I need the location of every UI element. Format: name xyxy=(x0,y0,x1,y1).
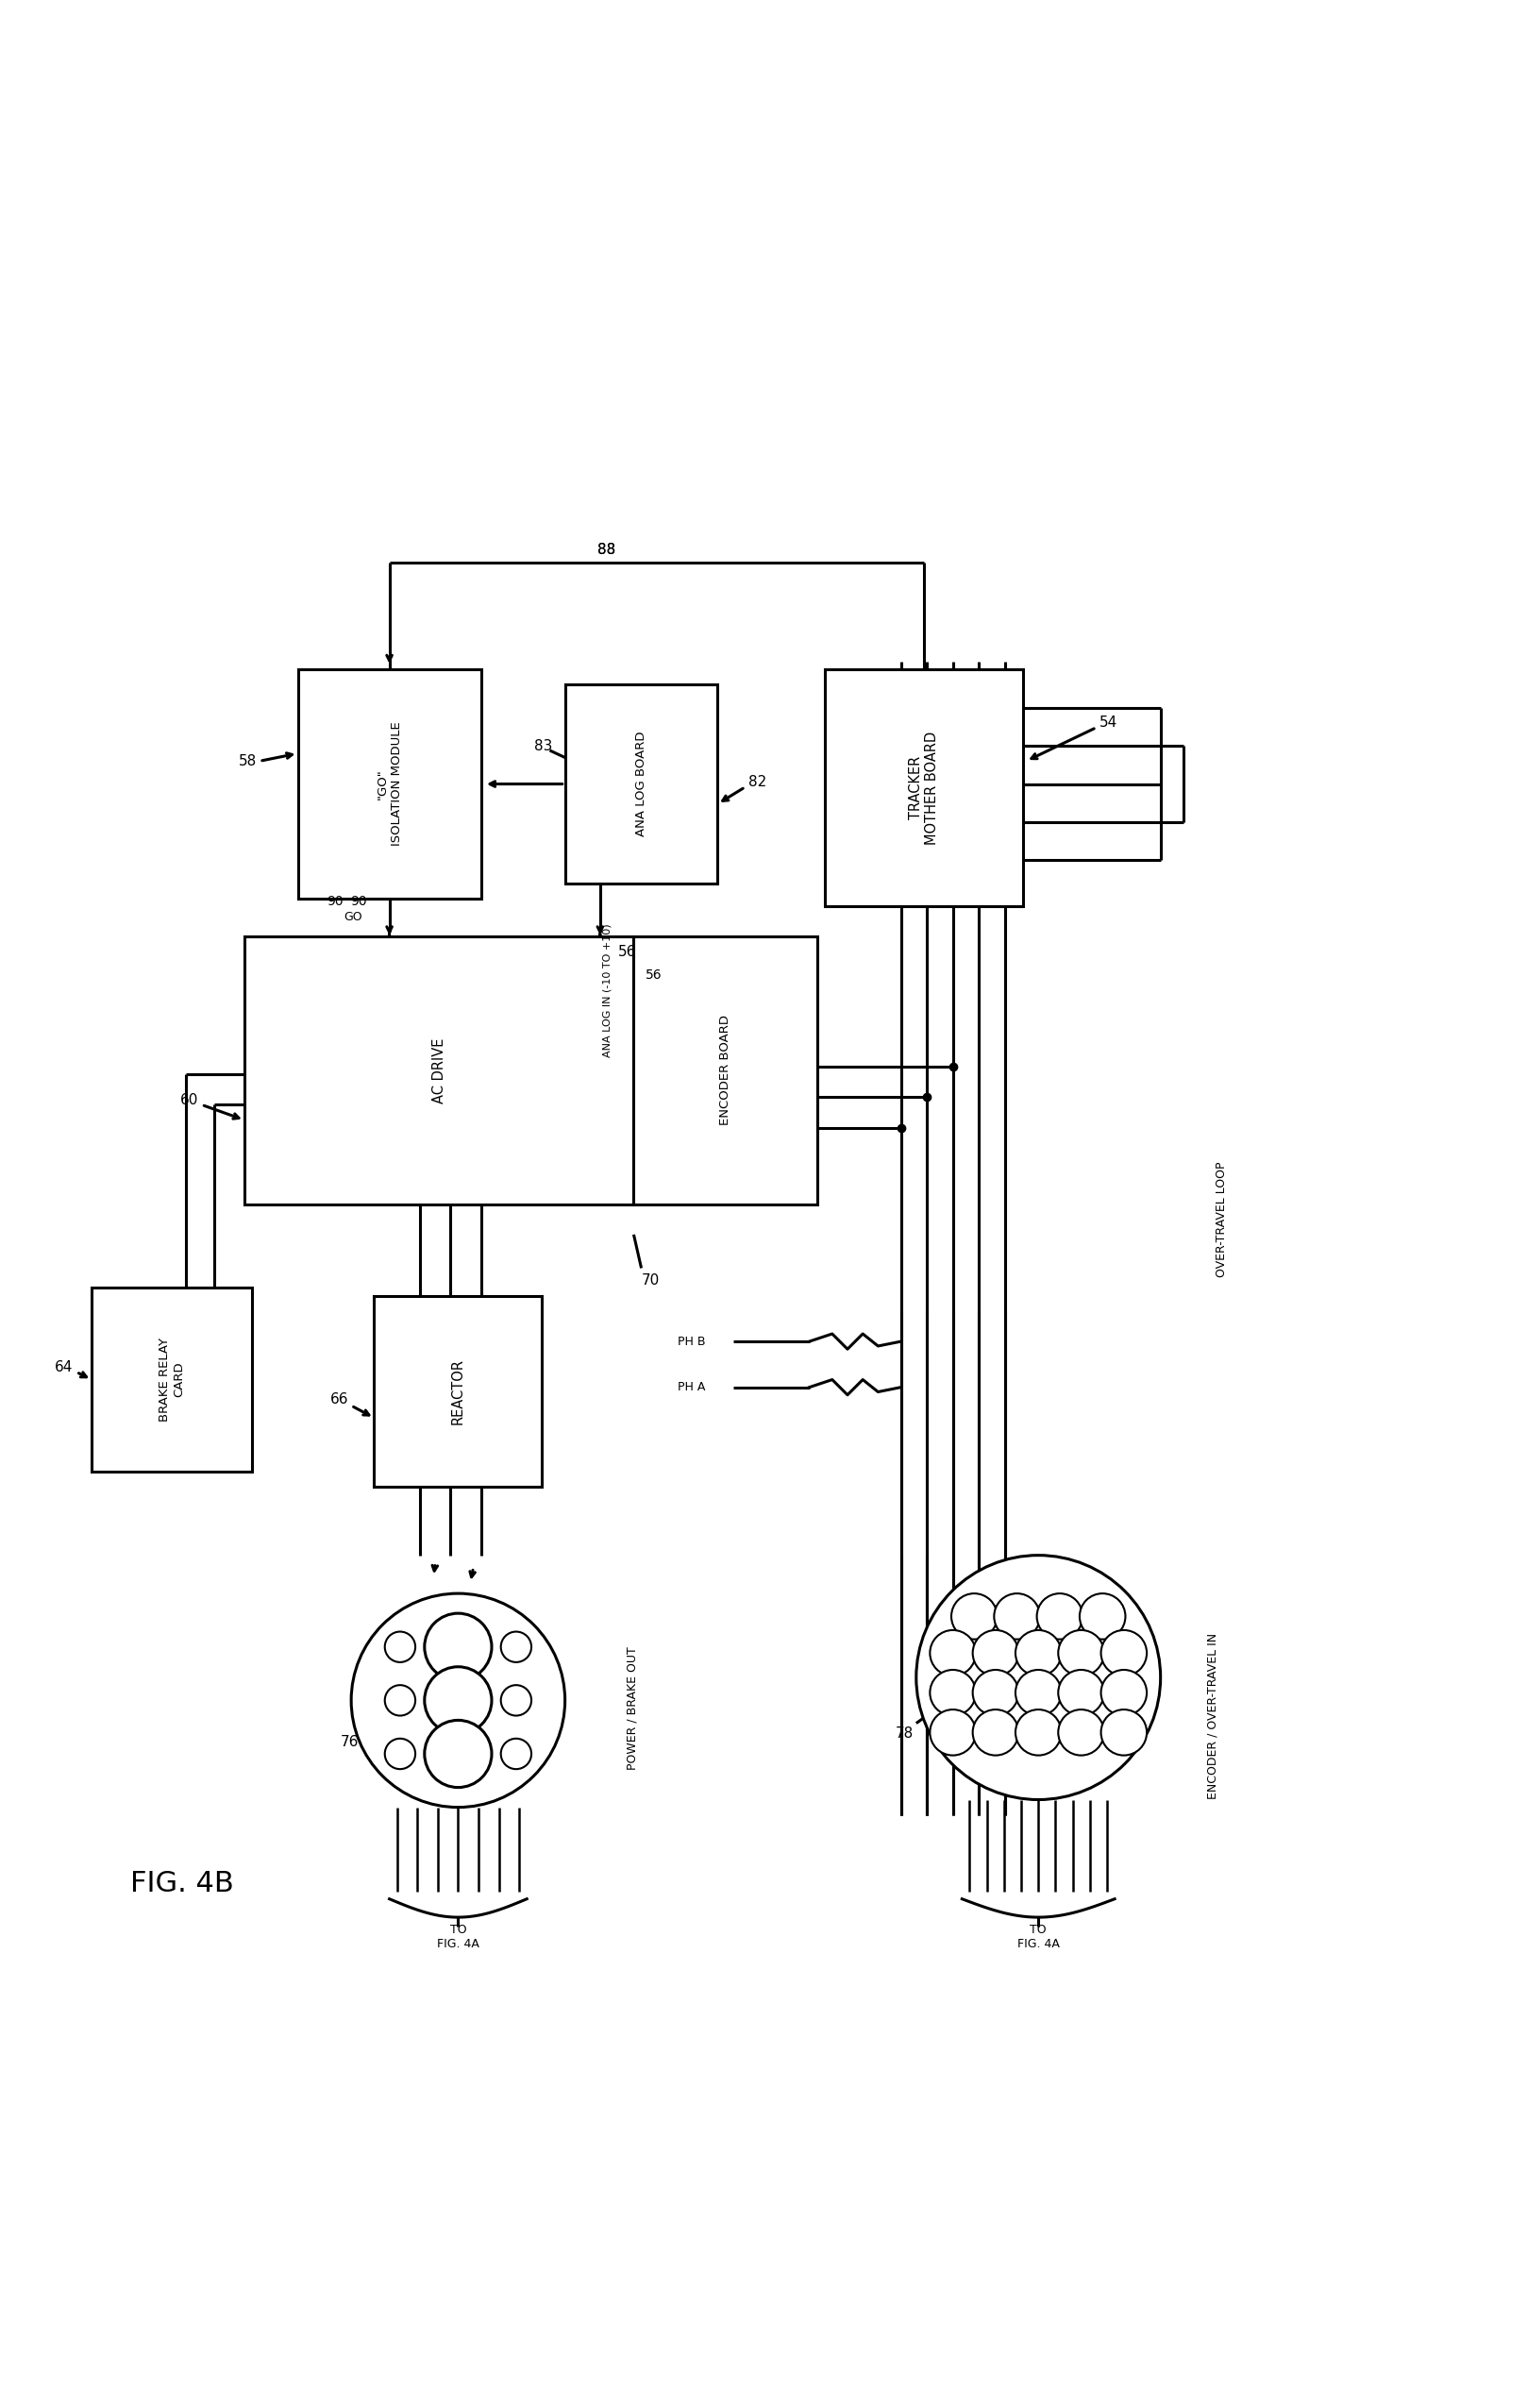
Text: 78: 78 xyxy=(895,1727,913,1741)
Bar xyxy=(565,684,718,884)
Text: 90: 90 xyxy=(327,896,344,908)
Circle shape xyxy=(425,1719,492,1787)
Circle shape xyxy=(930,1630,976,1676)
Circle shape xyxy=(1101,1710,1147,1755)
Text: POWER / BRAKE OUT: POWER / BRAKE OUT xyxy=(626,1647,638,1770)
Text: 70: 70 xyxy=(641,1274,660,1288)
Circle shape xyxy=(1015,1669,1061,1714)
Text: TO
FIG. 4A: TO FIG. 4A xyxy=(437,1924,479,1950)
Text: 88: 88 xyxy=(597,544,615,556)
Text: 88: 88 xyxy=(597,544,615,556)
Text: 83: 83 xyxy=(534,739,553,754)
Bar xyxy=(825,669,1023,905)
Text: ANA LOG IN (-10 TO +10): ANA LOG IN (-10 TO +10) xyxy=(603,922,612,1057)
Text: 90: 90 xyxy=(350,896,366,908)
Circle shape xyxy=(351,1594,565,1808)
Text: 60: 60 xyxy=(180,1093,199,1108)
Text: ENCODER BOARD: ENCODER BOARD xyxy=(719,1016,731,1125)
Text: TRACKER
MOTHER BOARD: TRACKER MOTHER BOARD xyxy=(909,732,939,845)
Circle shape xyxy=(973,1669,1019,1714)
Circle shape xyxy=(1015,1630,1061,1676)
Text: OVER-TRAVEL LOOP: OVER-TRAVEL LOOP xyxy=(1215,1161,1228,1276)
Text: AC DRIVE: AC DRIVE xyxy=(432,1038,446,1103)
Bar xyxy=(244,937,634,1204)
Text: 56: 56 xyxy=(618,944,637,958)
Text: REACTOR: REACTOR xyxy=(450,1358,466,1423)
Circle shape xyxy=(1058,1630,1104,1676)
Bar xyxy=(92,1288,252,1471)
Text: ENCODER / OVER-TRAVEL IN: ENCODER / OVER-TRAVEL IN xyxy=(1206,1633,1219,1799)
Circle shape xyxy=(973,1710,1019,1755)
Text: 58: 58 xyxy=(238,754,257,768)
Circle shape xyxy=(1101,1669,1147,1714)
Circle shape xyxy=(930,1710,976,1755)
Text: 82: 82 xyxy=(748,775,767,790)
Text: TO
FIG. 4A: TO FIG. 4A xyxy=(1017,1924,1060,1950)
Text: BRAKE RELAY
CARD: BRAKE RELAY CARD xyxy=(159,1336,185,1421)
Text: 56: 56 xyxy=(646,968,663,982)
Circle shape xyxy=(385,1739,415,1770)
Text: FIG. 4B: FIG. 4B xyxy=(130,1871,234,1898)
Circle shape xyxy=(385,1686,415,1714)
Text: 54: 54 xyxy=(1099,715,1118,730)
Circle shape xyxy=(425,1666,492,1734)
Text: "GO"
ISOLATION MODULE: "GO" ISOLATION MODULE xyxy=(376,722,403,845)
Circle shape xyxy=(951,1594,997,1640)
Circle shape xyxy=(930,1669,976,1714)
Text: ANA LOG BOARD: ANA LOG BOARD xyxy=(635,732,647,836)
Circle shape xyxy=(1037,1594,1083,1640)
Circle shape xyxy=(973,1630,1019,1676)
Bar xyxy=(374,1296,542,1486)
Text: GO: GO xyxy=(344,910,362,922)
Circle shape xyxy=(1058,1710,1104,1755)
Circle shape xyxy=(1015,1710,1061,1755)
Text: 64: 64 xyxy=(55,1361,73,1375)
Circle shape xyxy=(1058,1669,1104,1714)
Circle shape xyxy=(501,1739,531,1770)
Bar xyxy=(298,669,481,898)
Circle shape xyxy=(994,1594,1040,1640)
Circle shape xyxy=(1101,1630,1147,1676)
Text: PH A: PH A xyxy=(678,1382,705,1394)
Text: 76: 76 xyxy=(341,1734,359,1748)
Circle shape xyxy=(1080,1594,1125,1640)
Text: 66: 66 xyxy=(330,1392,348,1406)
Circle shape xyxy=(916,1556,1161,1799)
Circle shape xyxy=(425,1613,492,1681)
Circle shape xyxy=(501,1686,531,1714)
Text: PH B: PH B xyxy=(678,1336,705,1348)
Circle shape xyxy=(501,1633,531,1662)
Bar xyxy=(634,937,817,1204)
Circle shape xyxy=(385,1633,415,1662)
